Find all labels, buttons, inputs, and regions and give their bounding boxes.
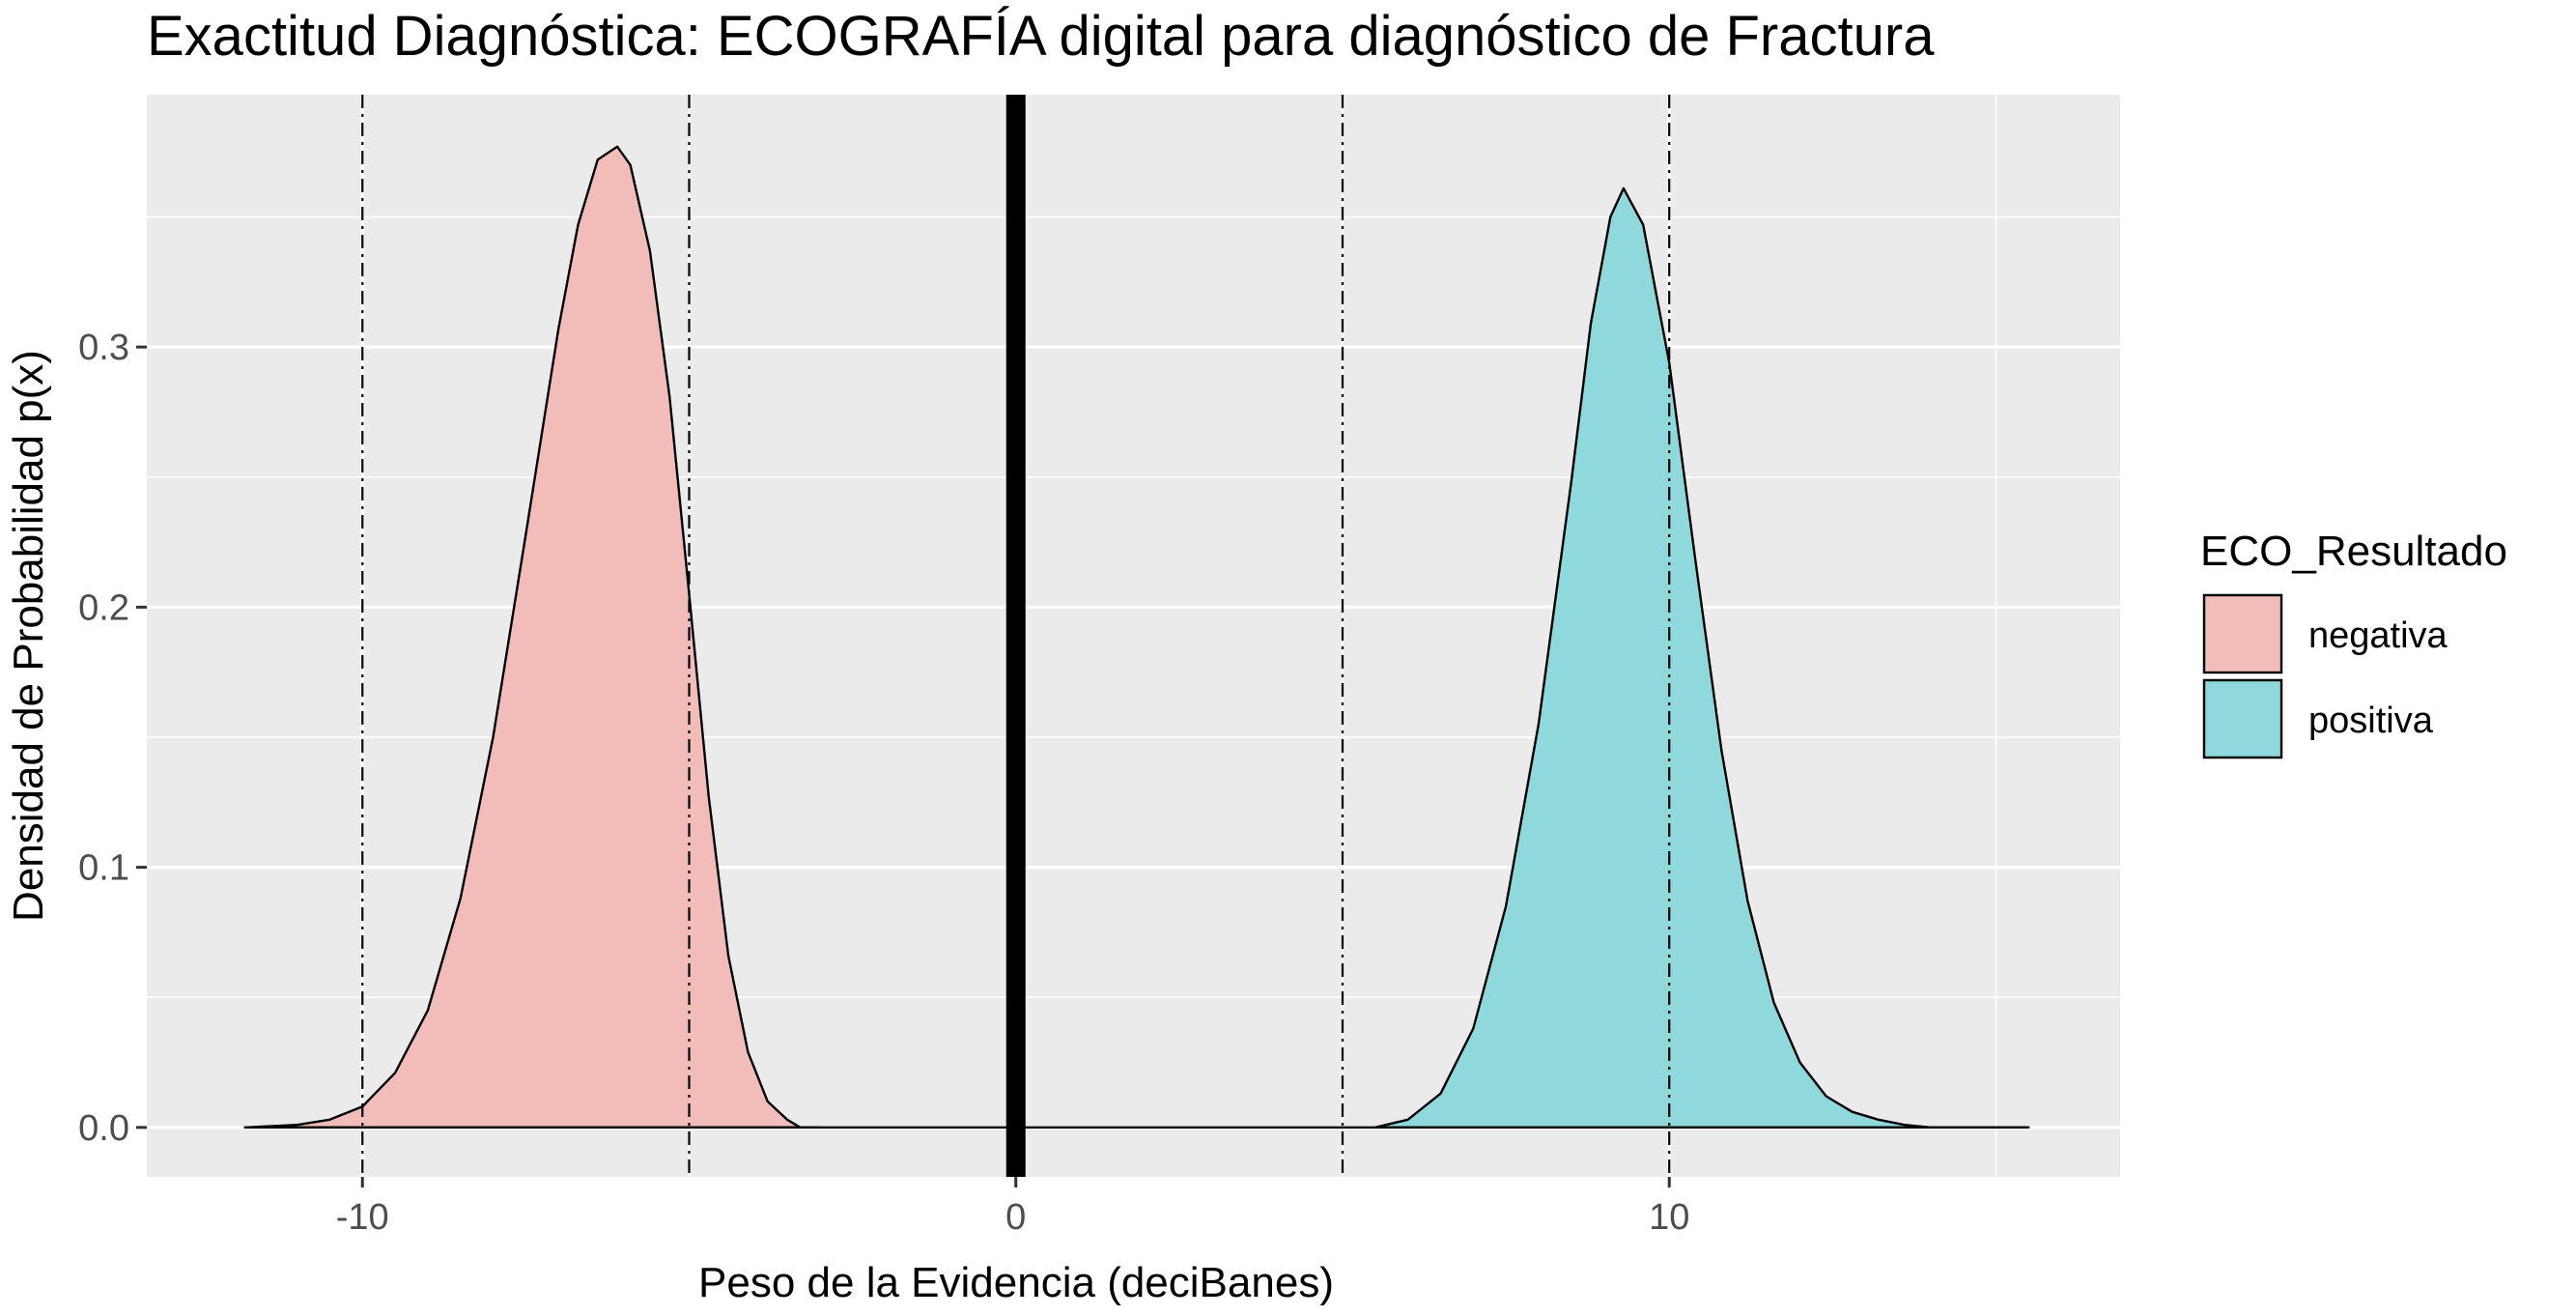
legend-label-positiva: positiva <box>2308 701 2434 741</box>
x-tick-label: -10 <box>336 1197 389 1238</box>
chart-title: Exactitud Diagnóstica: ECOGRAFÍA digital… <box>147 5 1935 68</box>
legend: ECO_Resultado negativa positiva <box>2200 528 2507 759</box>
density-area-positiva <box>1373 186 2030 1129</box>
x-axis-label: Peso de la Evidencia (deciBanes) <box>698 1259 1334 1306</box>
x-tick-label: 10 <box>1649 1197 1689 1238</box>
reference-lines <box>361 95 1671 1177</box>
legend-swatch-positiva <box>2202 678 2283 759</box>
legend-swatch-negativa <box>2202 593 2283 674</box>
y-axis: 0.0 0.1 0.2 0.3 <box>78 328 147 1149</box>
density-series <box>243 145 2030 1129</box>
x-axis: -10 0 10 <box>336 1177 1689 1238</box>
y-tick-label: 0.1 <box>78 848 129 889</box>
plot-panel <box>147 95 2120 1177</box>
legend-items: negativa positiva <box>2202 593 2449 759</box>
legend-label-negativa: negativa <box>2308 615 2449 656</box>
x-tick-label: 0 <box>1005 1197 1026 1238</box>
density-area-negativa <box>243 145 821 1129</box>
y-tick-label: 0.0 <box>78 1108 129 1149</box>
y-axis-label: Densidad de Probabilidad p(x) <box>5 350 52 922</box>
legend-title: ECO_Resultado <box>2200 528 2507 575</box>
y-tick-label: 0.3 <box>78 328 129 368</box>
y-tick-label: 0.2 <box>78 587 129 628</box>
